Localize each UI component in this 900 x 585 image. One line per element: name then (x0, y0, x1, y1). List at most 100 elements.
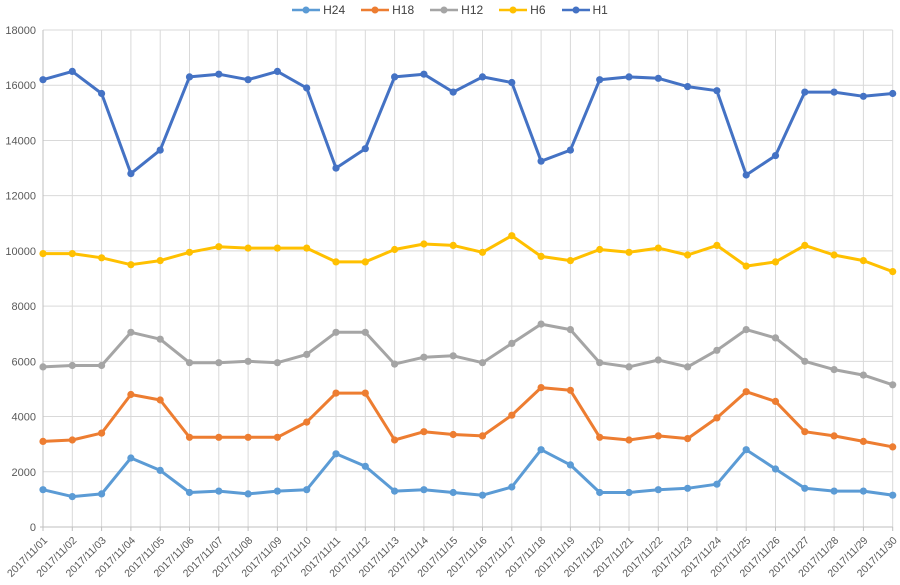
data-point-H6 (98, 254, 106, 262)
legend-label: H24 (323, 3, 346, 17)
data-point-H18 (244, 433, 252, 441)
data-point-H12 (156, 335, 164, 343)
data-point-H18 (303, 418, 311, 426)
data-point-H24 (713, 480, 721, 488)
data-point-H24 (537, 446, 545, 454)
data-point-H24 (273, 487, 281, 495)
data-point-H6 (185, 248, 194, 256)
legend-label: H12 (461, 3, 484, 17)
data-point-H18 (889, 443, 897, 451)
data-point-H1 (449, 88, 457, 96)
data-point-H1 (273, 67, 281, 75)
data-point-H24 (771, 465, 780, 473)
data-point-H18 (478, 432, 487, 440)
data-point-H6 (537, 252, 545, 260)
data-point-H1 (654, 74, 662, 82)
data-point-H1 (244, 76, 252, 84)
data-point-H12 (830, 366, 838, 374)
data-point-H24 (98, 490, 106, 498)
data-point-H18 (361, 389, 369, 397)
legend-marker-icon (561, 6, 590, 14)
series-line-H18 (41, 386, 895, 449)
data-point-H12 (684, 363, 692, 371)
data-point-H24 (801, 484, 809, 492)
legend-marker-icon (499, 6, 528, 14)
data-point-H12 (537, 320, 545, 328)
data-point-H24 (859, 487, 868, 495)
data-point-H12 (654, 356, 662, 364)
legend-item-H6: H6 (499, 3, 546, 17)
data-point-H12 (508, 339, 516, 347)
data-point-H1 (684, 83, 692, 91)
data-point-H18 (127, 390, 135, 399)
data-point-H6 (684, 251, 692, 259)
data-point-H12 (742, 326, 750, 334)
y-axis-label: 14000 (5, 135, 36, 147)
data-point-H6 (39, 250, 47, 258)
data-point-H18 (98, 429, 106, 437)
y-axis-label: 10000 (5, 246, 36, 258)
data-point-H24 (449, 488, 457, 497)
data-point-H12 (391, 360, 399, 368)
data-point-H18 (830, 432, 838, 440)
data-point-H12 (332, 328, 340, 336)
data-point-H24 (127, 454, 135, 462)
data-point-H6 (742, 262, 750, 270)
data-point-H6 (127, 261, 135, 269)
data-point-H1 (332, 164, 340, 172)
data-point-H12 (713, 346, 721, 354)
data-point-H12 (361, 328, 369, 336)
data-point-H24 (244, 490, 252, 498)
data-point-H1 (156, 146, 164, 154)
data-point-H18 (801, 428, 809, 436)
legend-item-H1: H1 (561, 3, 608, 17)
data-point-H6 (361, 258, 369, 266)
data-point-H18 (859, 437, 868, 445)
legend-label: H1 (592, 3, 608, 17)
data-point-H12 (449, 352, 457, 360)
data-point-H12 (215, 359, 223, 367)
data-point-H6 (68, 250, 76, 258)
legend-item-H12: H12 (430, 3, 483, 17)
data-point-H6 (244, 244, 252, 252)
legend-item-H24: H24 (292, 3, 345, 17)
y-axis-label: 2000 (12, 467, 36, 479)
data-point-H6 (478, 248, 487, 256)
data-point-H6 (713, 241, 721, 249)
data-point-H12 (771, 334, 780, 342)
data-point-H1 (39, 76, 47, 84)
data-point-H24 (684, 484, 692, 492)
data-point-H12 (273, 359, 281, 367)
data-point-H18 (566, 386, 575, 394)
data-point-H24 (391, 487, 399, 495)
data-point-H6 (801, 241, 809, 249)
y-axis-label: 0 (30, 522, 36, 534)
legend-label: H18 (392, 3, 415, 17)
legend-label: H6 (530, 3, 546, 17)
data-point-H1 (742, 171, 750, 179)
data-point-H6 (889, 268, 897, 276)
data-point-H18 (185, 433, 194, 441)
legend-marker-icon (430, 6, 459, 14)
data-point-H18 (684, 435, 692, 443)
data-point-H12 (39, 363, 47, 371)
data-point-H18 (68, 436, 76, 444)
data-point-H1 (771, 152, 780, 160)
data-point-H18 (742, 388, 750, 396)
data-point-H24 (596, 488, 604, 497)
y-axis-label: 6000 (12, 356, 36, 368)
data-point-H1 (361, 145, 369, 153)
data-point-H24 (420, 486, 428, 494)
y-axis-label: 8000 (12, 301, 36, 313)
data-point-H12 (127, 328, 135, 336)
data-point-H24 (830, 487, 838, 495)
legend-marker-icon (361, 6, 390, 14)
data-point-H18 (273, 433, 281, 441)
data-point-H12 (596, 359, 604, 367)
data-point-H6 (654, 244, 662, 252)
data-point-H6 (391, 245, 399, 254)
data-point-H6 (566, 257, 575, 265)
data-point-H12 (244, 357, 252, 365)
data-point-H12 (859, 371, 868, 379)
